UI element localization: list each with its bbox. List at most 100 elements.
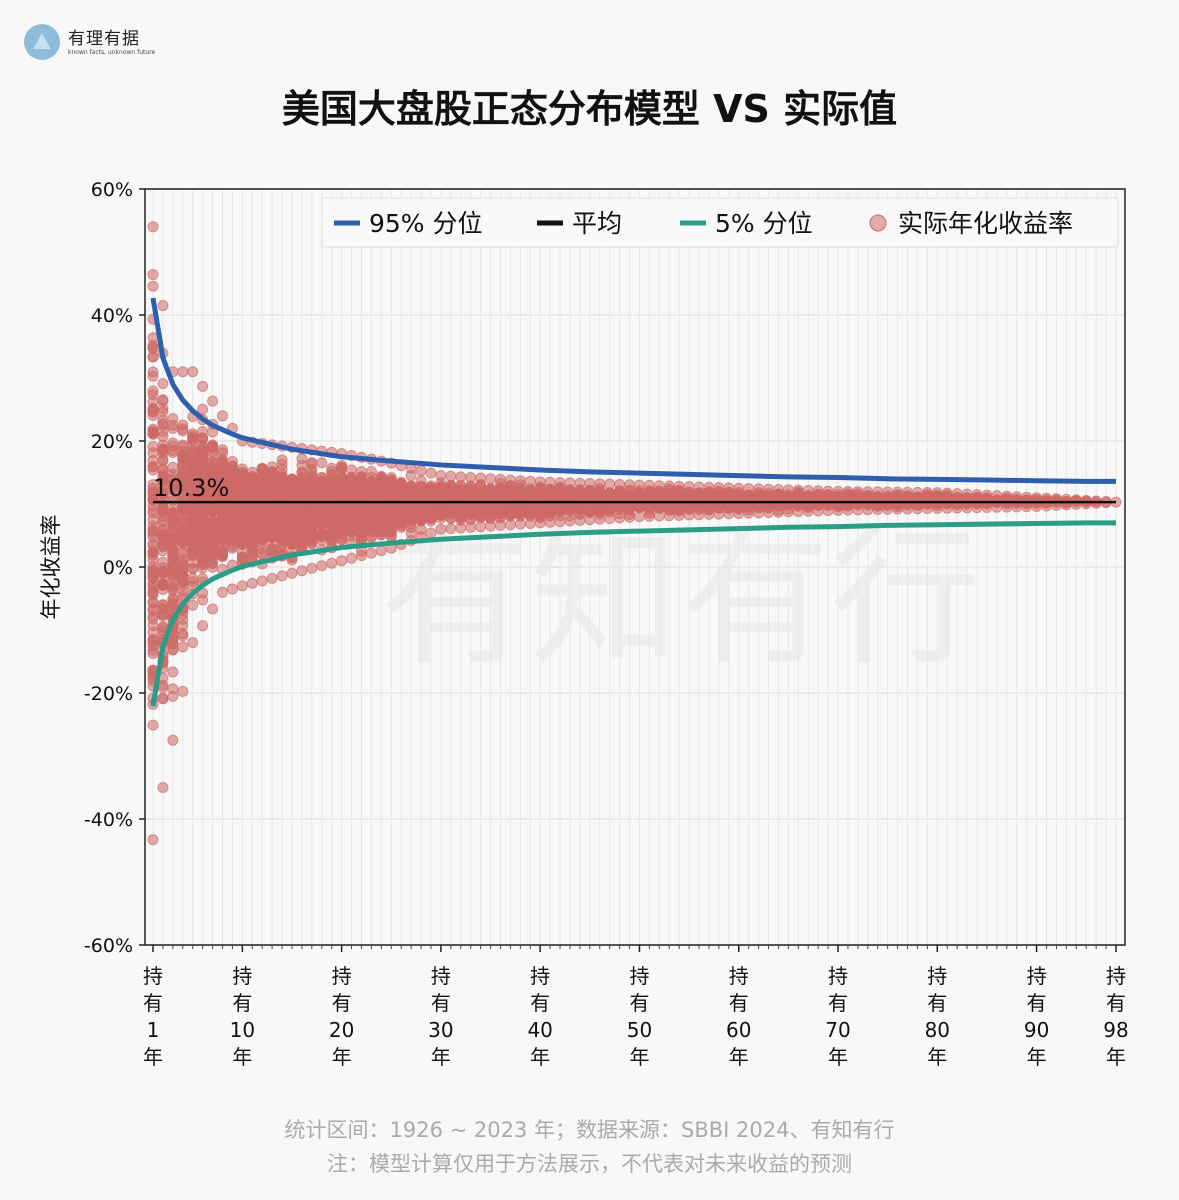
- scatter-point: [187, 573, 199, 585]
- scatter-point: [197, 442, 209, 454]
- scatter-point: [385, 530, 397, 542]
- scatter-point: [991, 494, 1003, 506]
- scatter-point: [236, 580, 248, 592]
- scatter-point: [236, 521, 248, 533]
- scatter-point: [266, 508, 278, 520]
- scatter-point: [207, 603, 219, 615]
- scatter-series: [147, 221, 1122, 846]
- scatter-point: [514, 482, 526, 494]
- scatter-point: [425, 527, 437, 539]
- scatter-point: [266, 572, 278, 584]
- scatter-point: [326, 557, 338, 569]
- scatter-point: [177, 641, 189, 653]
- scatter-point: [663, 485, 675, 497]
- scatter-point: [147, 341, 159, 353]
- watermark: 有知有行: [380, 512, 980, 686]
- scatter-point: [177, 685, 189, 697]
- scatter-point: [147, 613, 159, 625]
- y-tick-label: 20%: [91, 431, 133, 453]
- scatter-point: [157, 430, 169, 442]
- scatter-point: [584, 485, 596, 497]
- scatter-point: [1011, 494, 1023, 506]
- x-tick-label: 年: [332, 1045, 352, 1069]
- scatter-point: [187, 440, 199, 452]
- scatter-point: [594, 488, 606, 500]
- scatter-point: [375, 525, 387, 537]
- scatter-point: [216, 586, 228, 598]
- scatter-point: [941, 491, 953, 503]
- scatter-point: [405, 470, 417, 482]
- x-tick-label: 10: [230, 1018, 255, 1042]
- scatter-point: [435, 487, 447, 499]
- scatter-point: [445, 470, 457, 482]
- scatter-point: [167, 461, 179, 473]
- scatter-point: [157, 394, 169, 406]
- scatter-point: [147, 538, 159, 550]
- scatter-point: [316, 484, 328, 496]
- scatter-point: [256, 487, 268, 499]
- x-tick-label: 有: [143, 991, 163, 1015]
- scatter-point: [177, 450, 189, 462]
- chart-title: 美国大盘股正态分布模型 VS 实际值: [281, 87, 898, 131]
- scatter-point: [207, 516, 219, 528]
- scatter-point: [633, 485, 645, 497]
- scatter-point: [236, 551, 248, 563]
- scatter-point: [921, 490, 933, 502]
- scatter-point: [197, 541, 209, 553]
- scatter-point: [931, 490, 943, 502]
- x-tick-label: 20: [329, 1018, 354, 1042]
- scatter-point: [187, 428, 199, 440]
- scatter-point: [355, 488, 367, 500]
- scatter-point: [375, 545, 387, 557]
- scatter-point: [445, 485, 457, 497]
- logo: 有理有据 known facts, unknown future: [24, 24, 155, 60]
- scatter-point: [425, 467, 437, 479]
- y-tick-label: 0%: [103, 557, 133, 579]
- scatter-point: [177, 628, 189, 640]
- x-tick-label: 持: [143, 964, 163, 988]
- scatter-point: [147, 504, 159, 516]
- scatter-point: [177, 504, 189, 516]
- scatter-point: [316, 508, 328, 520]
- scatter-point: [147, 719, 159, 731]
- scatter-point: [157, 541, 169, 553]
- scatter-point: [157, 378, 169, 390]
- scatter-point: [336, 461, 348, 473]
- scatter-point: [177, 366, 189, 378]
- scatter-point: [266, 531, 278, 543]
- scatter-point: [187, 637, 199, 649]
- y-tick-label: -20%: [84, 683, 133, 705]
- x-tick-label: 持: [332, 964, 352, 988]
- scatter-point: [226, 583, 238, 595]
- scatter-point: [306, 457, 318, 469]
- scatter-point: [296, 510, 308, 522]
- scatter-point: [147, 370, 159, 382]
- scatter-point: [296, 530, 308, 542]
- scatter-point: [296, 459, 308, 471]
- scatter-point: [246, 531, 258, 543]
- x-tick-label: 年: [143, 1045, 163, 1069]
- scatter-point: [355, 466, 367, 478]
- scatter-point: [336, 507, 348, 519]
- scatter-point: [385, 472, 397, 484]
- scatter-point: [415, 490, 427, 502]
- scatter-point: [713, 489, 725, 501]
- scatter-point: [455, 485, 467, 497]
- scatter-point: [326, 527, 338, 539]
- scatter-point: [316, 560, 328, 572]
- scatter-point: [266, 543, 278, 555]
- scatter-point: [157, 567, 169, 579]
- scatter-point: [167, 516, 179, 528]
- scatter-point: [157, 782, 169, 793]
- scatter-point: [177, 545, 189, 557]
- scatter-point: [147, 428, 159, 440]
- scatter-point: [286, 482, 298, 494]
- scatter-point: [346, 482, 358, 494]
- scatter-point: [187, 546, 199, 558]
- scatter-point: [157, 682, 169, 694]
- scatter-point: [276, 458, 288, 470]
- scatter-point: [256, 528, 268, 540]
- scatter-point: [475, 479, 487, 491]
